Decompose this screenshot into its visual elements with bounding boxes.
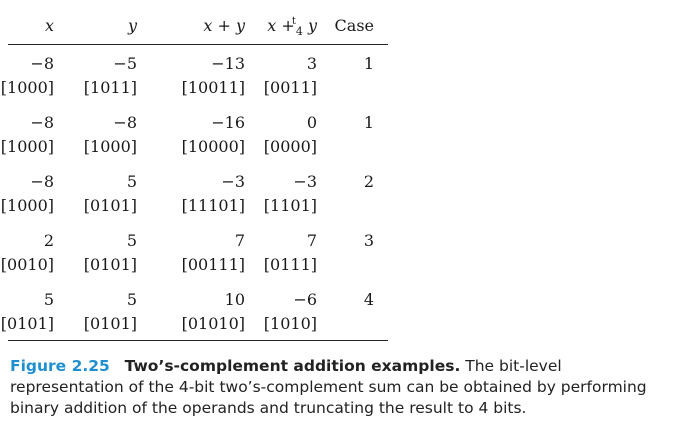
table-row: 5 [0101] 5 [0101] 10 [01010] −6 [1010] 4 (1, 281, 388, 340)
case-value: 1 (363, 54, 374, 73)
sum-bits: [00111] (181, 255, 245, 274)
table-row: −8 [1000] −8 [1000] −16 [10000] 0 [0000]… (1, 104, 388, 163)
figure-label: Figure 2.25 (10, 357, 110, 375)
x-bits: [1000] (0, 137, 54, 156)
sum-value: −3 (221, 172, 245, 191)
addition-table: x y x + y x +t4 y Case −8 [1000] −5 [101… (1, 0, 388, 340)
x-bits: [1000] (0, 196, 54, 215)
figure-title: Two’s-complement addition examples. (124, 357, 461, 375)
header-sum-lhs: x (203, 16, 213, 35)
header-case: Case (334, 16, 374, 35)
truncated-sum-bits: [1101] (263, 196, 317, 215)
x-value: 5 (43, 290, 54, 309)
table-row: −8 [1000] −5 [1011] −13 [10011] 3 [0011]… (1, 45, 388, 104)
truncated-sum-value: 3 (306, 54, 317, 73)
table-row: −8 [1000] 5 [0101] −3 [11101] −3 [1101] … (1, 163, 388, 222)
sum-bits: [10011] (181, 78, 245, 97)
x-bits: [1000] (0, 78, 54, 97)
x-value: 2 (43, 231, 54, 250)
header-sum-rhs: y (235, 16, 245, 35)
sum-value: 7 (234, 231, 245, 250)
x-value: −8 (30, 172, 54, 191)
truncated-sum-value: −6 (293, 290, 317, 309)
case-value: 2 (363, 172, 374, 191)
header-x: x (44, 16, 54, 35)
y-value: 5 (126, 172, 137, 191)
table-row: 2 [0010] 5 [0101] 7 [00111] 7 [0111] 3 (1, 222, 388, 281)
truncated-sum-value: −3 (293, 172, 317, 191)
y-bits: [0101] (83, 255, 137, 274)
truncated-sum-bits: [0011] (263, 78, 317, 97)
header-sum: x + y (203, 16, 245, 35)
y-bits: [0101] (83, 314, 137, 333)
x-bits: [0010] (0, 255, 54, 274)
sum-value: 10 (224, 290, 245, 309)
case-value: 1 (363, 113, 374, 132)
sum-bits: [11101] (181, 196, 245, 215)
figure-caption-text: The bit-level representation of the 4-bi… (10, 357, 647, 417)
y-bits: [0101] (83, 196, 137, 215)
truncated-sum-value: 7 (306, 231, 317, 250)
truncated-sum-bits: [0111] (263, 255, 317, 274)
table-bottom-rule (8, 340, 388, 341)
header-tsum-rhs: y (307, 16, 317, 35)
header-sum-op: + (217, 16, 231, 35)
figure-caption: Figure 2.25 Two’s-complement addition ex… (10, 356, 680, 419)
sum-value: −13 (211, 54, 245, 73)
sum-value: −16 (211, 113, 245, 132)
y-value: −5 (113, 54, 137, 73)
truncated-sum-bits: [0000] (263, 137, 317, 156)
y-value: 5 (126, 290, 137, 309)
x-value: −8 (30, 54, 54, 73)
x-value: −8 (30, 113, 54, 132)
table-header: x y x + y x +t4 y Case (8, 0, 388, 45)
header-tsum-sub: 4 (295, 25, 303, 38)
y-bits: [1011] (83, 78, 137, 97)
sum-bits: [10000] (181, 137, 245, 156)
header-tsum-lhs: x (267, 16, 277, 35)
sum-bits: [01010] (181, 314, 245, 333)
case-value: 3 (363, 231, 374, 250)
case-value: 4 (363, 290, 374, 309)
truncated-sum-value: 0 (306, 113, 317, 132)
y-value: 5 (126, 231, 137, 250)
header-truncated-sum: x +t4 y (267, 16, 317, 38)
y-bits: [1000] (83, 137, 137, 156)
y-value: −8 (113, 113, 137, 132)
header-tsum-sup: t (291, 16, 296, 27)
header-tsum-op: + (281, 16, 295, 35)
truncated-sum-bits: [1010] (263, 314, 317, 333)
header-y: y (127, 16, 137, 35)
x-bits: [0101] (0, 314, 54, 333)
